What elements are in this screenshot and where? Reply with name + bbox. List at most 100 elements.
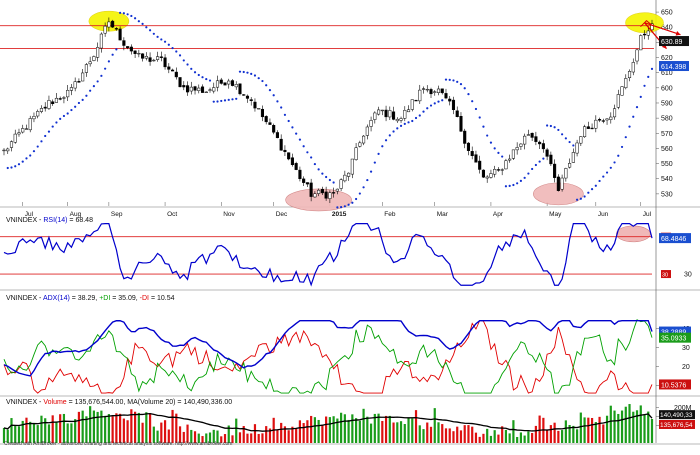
- volume-bar: [384, 415, 388, 443]
- y-tick-label: 550: [661, 161, 673, 168]
- volume-bar: [212, 429, 215, 443]
- sar-dot: [160, 38, 163, 41]
- y-tick-label: 570: [661, 131, 673, 138]
- candle: [234, 84, 238, 88]
- volume-bar: [534, 425, 537, 443]
- sar-dot: [317, 168, 320, 171]
- volume-bar: [557, 430, 560, 443]
- sar-dot: [609, 166, 612, 169]
- candle: [339, 179, 343, 189]
- candle: [624, 78, 628, 89]
- candle: [508, 158, 512, 161]
- volume-bar: [29, 421, 32, 443]
- y-tick-label: 560: [661, 146, 673, 153]
- volume-bar: [36, 425, 39, 443]
- candle: [171, 69, 175, 72]
- volume-bar: [340, 412, 343, 443]
- candle: [526, 134, 530, 136]
- candle: [197, 87, 201, 91]
- sar-dot: [328, 178, 331, 182]
- sar-dot: [433, 102, 436, 105]
- sar-dot: [583, 195, 586, 198]
- candle: [328, 192, 332, 199]
- sar-dot: [497, 151, 500, 154]
- sar-dot: [452, 79, 455, 82]
- candle: [485, 176, 489, 179]
- candle: [36, 111, 40, 117]
- volume-bar: [583, 417, 586, 443]
- candle: [650, 23, 654, 31]
- sar-dot: [369, 170, 373, 173]
- sar-dot: [373, 161, 376, 164]
- volume-bar: [205, 433, 208, 443]
- sar-dot: [272, 94, 275, 97]
- candle: [167, 66, 171, 70]
- volume-bar: [531, 432, 534, 443]
- volume-bar: [448, 428, 451, 443]
- volume-bar: [197, 433, 200, 443]
- candle: [354, 147, 358, 160]
- candle: [148, 57, 152, 62]
- volume-bar: [493, 430, 496, 443]
- x-tick-label: Jun: [598, 211, 609, 218]
- volume-bar: [444, 428, 448, 443]
- volume-bar: [354, 418, 358, 443]
- sar-dot: [632, 115, 635, 118]
- volume-bar: [523, 435, 526, 443]
- candle: [362, 135, 366, 144]
- volume-bar: [347, 419, 350, 443]
- sar-dot: [223, 99, 227, 102]
- sar-dot: [519, 179, 523, 183]
- y-tick-label: 620: [661, 55, 673, 62]
- sar-dot: [231, 98, 234, 101]
- candle: [519, 143, 523, 147]
- candle: [215, 80, 220, 88]
- volume-bar: [298, 420, 302, 443]
- sar-dot: [250, 72, 253, 75]
- sar-dot: [145, 26, 148, 29]
- volume-bar: [14, 425, 17, 443]
- candle: [77, 81, 81, 83]
- volume-bar: [59, 414, 62, 443]
- sar-dot: [482, 125, 485, 128]
- sar-dot: [546, 124, 549, 127]
- sar-dot: [77, 101, 81, 105]
- volume-bar: [478, 436, 481, 443]
- candle: [320, 189, 324, 194]
- volume-bar: [291, 426, 294, 443]
- candle: [414, 99, 418, 102]
- volume-bar: [546, 429, 549, 443]
- candle: [377, 109, 381, 115]
- y-tick-label: 610: [661, 70, 673, 77]
- candle: [287, 152, 291, 160]
- candle: [17, 132, 21, 135]
- candle: [126, 46, 130, 49]
- volume-bar: [253, 424, 257, 443]
- sar-dot: [512, 183, 515, 187]
- candle: [646, 30, 650, 36]
- sar-dot: [351, 201, 354, 204]
- volume-bar: [598, 416, 601, 443]
- sar-dot: [489, 141, 493, 144]
- candle: [122, 40, 126, 46]
- volume-bar: [501, 426, 504, 443]
- volume-bar: [414, 410, 418, 443]
- price-label: 630.89: [661, 39, 683, 46]
- sar-dot: [111, 53, 114, 56]
- candle: [43, 106, 47, 109]
- sar-dot: [340, 206, 343, 209]
- candle: [230, 80, 235, 86]
- sar-dot: [620, 145, 624, 149]
- volume-bar: [115, 413, 118, 443]
- candle: [88, 61, 92, 65]
- sar-dot: [456, 80, 459, 83]
- volume-bar: [163, 420, 167, 443]
- sar-dot: [130, 14, 133, 18]
- volume-bar: [325, 416, 328, 443]
- volume-bar: [250, 433, 253, 443]
- candle: [305, 182, 309, 185]
- volume-bar: [362, 408, 365, 443]
- volume-bar: [486, 428, 489, 443]
- sar-dot: [594, 184, 597, 187]
- candle: [612, 108, 617, 118]
